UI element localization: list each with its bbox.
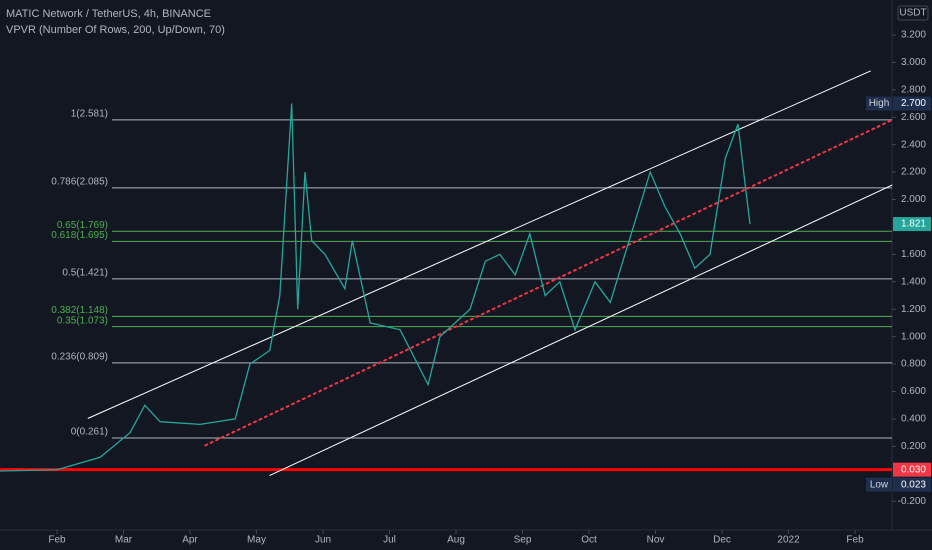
x-tick-label: May bbox=[247, 535, 266, 546]
fib-label: 0.236(0.809) bbox=[51, 351, 108, 362]
chart-subtitle: VPVR (Number Of Rows, 200, Up/Down, 70) bbox=[6, 24, 225, 36]
currency: USDT bbox=[899, 8, 926, 19]
y-tick-label: 0.800 bbox=[901, 359, 926, 370]
fib-label: 0.5(1.421) bbox=[62, 268, 108, 279]
price-tag-name-bg bbox=[866, 96, 892, 111]
fib-label: 0.786(2.085) bbox=[51, 177, 108, 188]
x-tick-label: 2022 bbox=[777, 535, 800, 546]
y-tick-label: 2.200 bbox=[901, 167, 926, 178]
y-tick-label: 0.200 bbox=[901, 441, 926, 452]
y-tick-label: 0.600 bbox=[901, 386, 926, 397]
trend-line bbox=[87, 70, 871, 419]
price-tag-label: 1.821 bbox=[901, 219, 926, 230]
trend-line bbox=[204, 118, 893, 447]
price-tag-label: 0.030 bbox=[901, 464, 926, 475]
fib-label: 1(2.581) bbox=[71, 108, 108, 119]
y-tick-label: 2.000 bbox=[901, 194, 926, 205]
x-tick-label: Aug bbox=[447, 535, 465, 546]
chart-title: MATIC Network / TetherUS, 4h, BINANCE bbox=[6, 8, 211, 20]
y-tick-label: 1.000 bbox=[901, 331, 926, 342]
x-tick-label: Nov bbox=[647, 535, 665, 546]
price-tag bbox=[893, 96, 931, 111]
price-line bbox=[0, 103, 751, 472]
fib-label: 0(0.261) bbox=[71, 427, 108, 438]
price-tag-label: 0.023 bbox=[901, 479, 926, 490]
y-tick-label: 2.400 bbox=[901, 139, 926, 150]
price-tag bbox=[893, 477, 931, 492]
y-tick-label: -0.200 bbox=[898, 496, 927, 507]
x-tick-label: Oct bbox=[581, 535, 597, 546]
price-tag bbox=[893, 462, 931, 477]
x-tick-label: Apr bbox=[182, 535, 198, 546]
price-tag bbox=[893, 217, 931, 232]
y-tick-label: 1.200 bbox=[901, 304, 926, 315]
trend-line bbox=[269, 184, 893, 476]
y-tick-label: 1.600 bbox=[901, 249, 926, 260]
x-tick-label: Jul bbox=[383, 535, 396, 546]
price-tag-name: High bbox=[869, 98, 890, 109]
x-tick-label: Feb bbox=[846, 535, 864, 546]
x-tick-label: Jun bbox=[315, 535, 331, 546]
y-tick-label: 3.000 bbox=[901, 57, 926, 68]
x-tick-label: Mar bbox=[115, 535, 133, 546]
x-tick-label: Dec bbox=[713, 535, 731, 546]
price-axis bbox=[892, 0, 932, 550]
x-tick-label: Feb bbox=[48, 535, 66, 546]
currency-box bbox=[897, 5, 929, 21]
y-tick-label: 0.400 bbox=[901, 414, 926, 425]
y-tick-label: 2.600 bbox=[901, 112, 926, 123]
x-tick-label: Sep bbox=[514, 535, 532, 546]
price-tag-name: Low bbox=[870, 479, 889, 490]
price-tag-label: 2.700 bbox=[901, 98, 926, 109]
fib-label: 0.35(1.073) bbox=[57, 315, 108, 326]
fib-label: 0.618(1.695) bbox=[51, 230, 108, 241]
fib-label: 0.382(1.148) bbox=[51, 305, 108, 316]
y-tick-label: 1.400 bbox=[901, 276, 926, 287]
y-tick-label: 3.200 bbox=[901, 30, 926, 41]
price-tag-name-bg bbox=[866, 477, 892, 492]
y-tick-label: 2.800 bbox=[901, 84, 926, 95]
fib-label: 0.65(1.769) bbox=[57, 220, 108, 231]
